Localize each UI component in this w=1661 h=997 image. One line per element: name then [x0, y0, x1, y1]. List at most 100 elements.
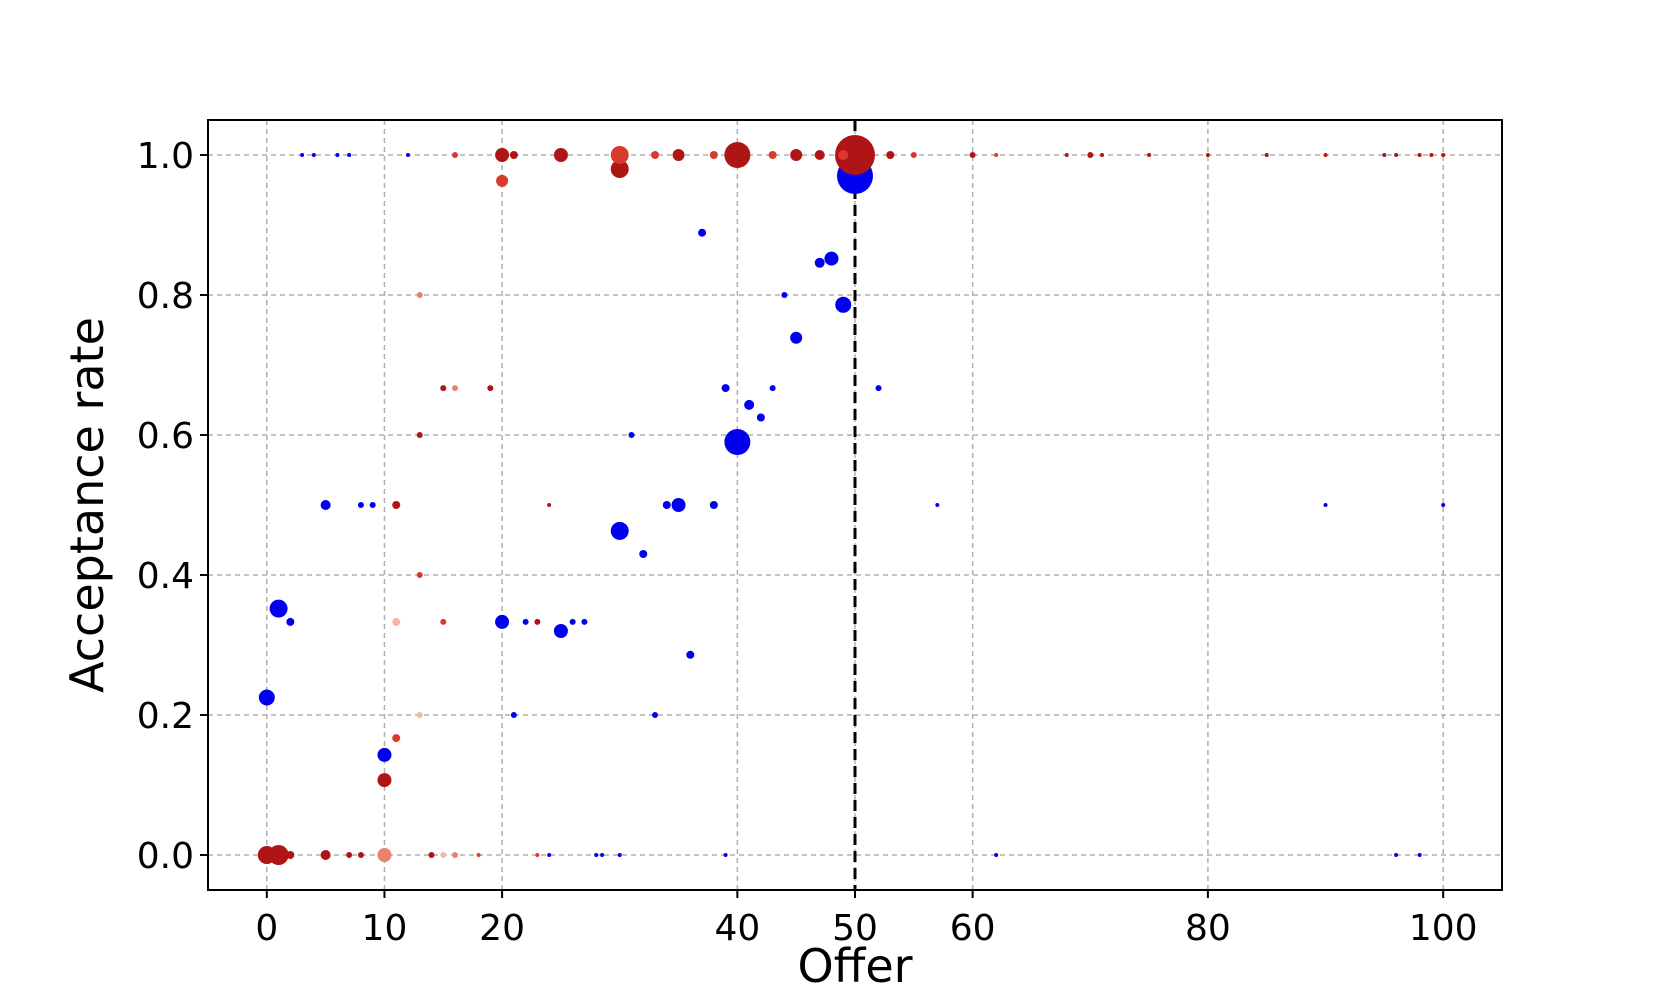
- data-point: [824, 251, 839, 266]
- data-point: [1323, 503, 1328, 507]
- x-tick-label: 80: [1185, 908, 1231, 949]
- data-point: [522, 618, 529, 625]
- data-point: [286, 851, 295, 859]
- data-point: [495, 148, 510, 162]
- data-point: [416, 572, 423, 578]
- data-point: [569, 618, 576, 625]
- y-axis-ticks: 0.0 0.2 0.4 0.6 0.8 1.0: [137, 136, 208, 877]
- data-point: [268, 845, 289, 865]
- data-point: [910, 152, 917, 158]
- data-point: [392, 617, 401, 626]
- x-tick-label: 60: [950, 908, 996, 949]
- y-axis-label: Acceptance rate: [60, 317, 114, 693]
- data-point: [440, 385, 447, 392]
- data-point: [320, 850, 331, 860]
- data-point: [756, 413, 765, 422]
- data-point: [790, 331, 803, 344]
- data-point: [1064, 153, 1069, 157]
- data-point: [1417, 853, 1422, 857]
- data-point: [346, 852, 353, 858]
- data-point: [300, 153, 305, 157]
- x-tick-label: 0: [255, 908, 278, 949]
- data-point: [452, 385, 459, 392]
- data-point: [969, 152, 976, 158]
- data-point: [617, 853, 622, 857]
- data-point: [994, 153, 999, 157]
- data-point: [440, 852, 447, 858]
- data-point: [886, 151, 895, 159]
- data-point: [1429, 153, 1434, 157]
- data-point: [392, 501, 401, 509]
- y-tick-label: 0.2: [137, 696, 194, 737]
- data-point: [721, 384, 730, 393]
- data-point: [452, 152, 459, 158]
- data-point: [320, 500, 331, 510]
- data-point: [496, 174, 509, 187]
- data-point: [357, 502, 364, 508]
- data-point: [286, 617, 295, 626]
- data-point: [452, 852, 459, 858]
- data-point: [553, 624, 568, 638]
- y-tick-label: 0.0: [137, 836, 194, 877]
- data-point: [476, 853, 481, 857]
- data-point: [416, 432, 423, 438]
- data-point: [510, 712, 517, 718]
- data-point: [416, 292, 423, 298]
- data-point: [377, 773, 392, 788]
- data-point: [1394, 153, 1399, 157]
- data-point: [1205, 153, 1210, 157]
- data-point: [610, 146, 629, 164]
- y-tick-label: 0.6: [137, 416, 194, 457]
- data-point: [994, 853, 999, 857]
- data-points: [257, 135, 1446, 865]
- data-point: [814, 257, 825, 268]
- data-point: [1323, 153, 1328, 157]
- data-point: [392, 734, 401, 743]
- data-point: [547, 853, 552, 857]
- data-point: [639, 550, 648, 558]
- data-point: [553, 148, 568, 162]
- data-point: [698, 228, 707, 237]
- data-point: [790, 149, 803, 161]
- data-point: [487, 385, 494, 392]
- data-point: [369, 502, 376, 508]
- data-point: [1417, 153, 1422, 157]
- data-point: [311, 153, 316, 157]
- x-axis-label: Offer: [797, 939, 912, 993]
- data-point: [535, 853, 540, 857]
- data-point: [835, 135, 875, 175]
- y-tick-label: 0.4: [137, 556, 194, 597]
- data-point: [768, 151, 777, 159]
- data-point: [1394, 853, 1399, 857]
- data-point: [428, 852, 435, 858]
- y-tick-label: 0.8: [137, 276, 194, 317]
- data-point: [724, 429, 751, 455]
- data-point: [709, 151, 718, 159]
- data-point: [440, 618, 447, 625]
- data-point: [935, 503, 940, 507]
- data-point: [509, 151, 518, 159]
- y-tick-label: 1.0: [137, 136, 194, 177]
- data-point: [671, 498, 686, 512]
- data-point: [1100, 153, 1105, 157]
- data-point: [709, 501, 718, 509]
- data-point: [814, 150, 825, 160]
- data-point: [723, 853, 728, 857]
- data-point: [1264, 153, 1269, 157]
- data-point: [769, 385, 776, 392]
- data-point: [1147, 153, 1152, 157]
- data-point: [405, 153, 410, 157]
- data-point: [600, 853, 605, 857]
- data-point: [744, 399, 755, 410]
- data-point: [347, 153, 352, 157]
- data-point: [1441, 503, 1446, 507]
- data-point: [838, 150, 849, 160]
- data-point: [258, 689, 275, 706]
- data-point: [377, 747, 392, 762]
- x-tick-label: 10: [362, 908, 408, 949]
- data-point: [781, 292, 788, 298]
- data-point: [610, 521, 629, 540]
- x-axis-ticks: 0 10 20 40 50 60 80 100: [255, 890, 1478, 949]
- data-point: [534, 618, 541, 625]
